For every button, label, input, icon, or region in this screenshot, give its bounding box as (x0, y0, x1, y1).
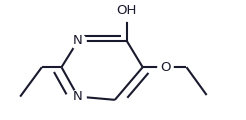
Text: O: O (160, 61, 170, 74)
Text: N: N (73, 34, 83, 47)
Text: OH: OH (117, 4, 137, 17)
Text: N: N (73, 90, 83, 103)
